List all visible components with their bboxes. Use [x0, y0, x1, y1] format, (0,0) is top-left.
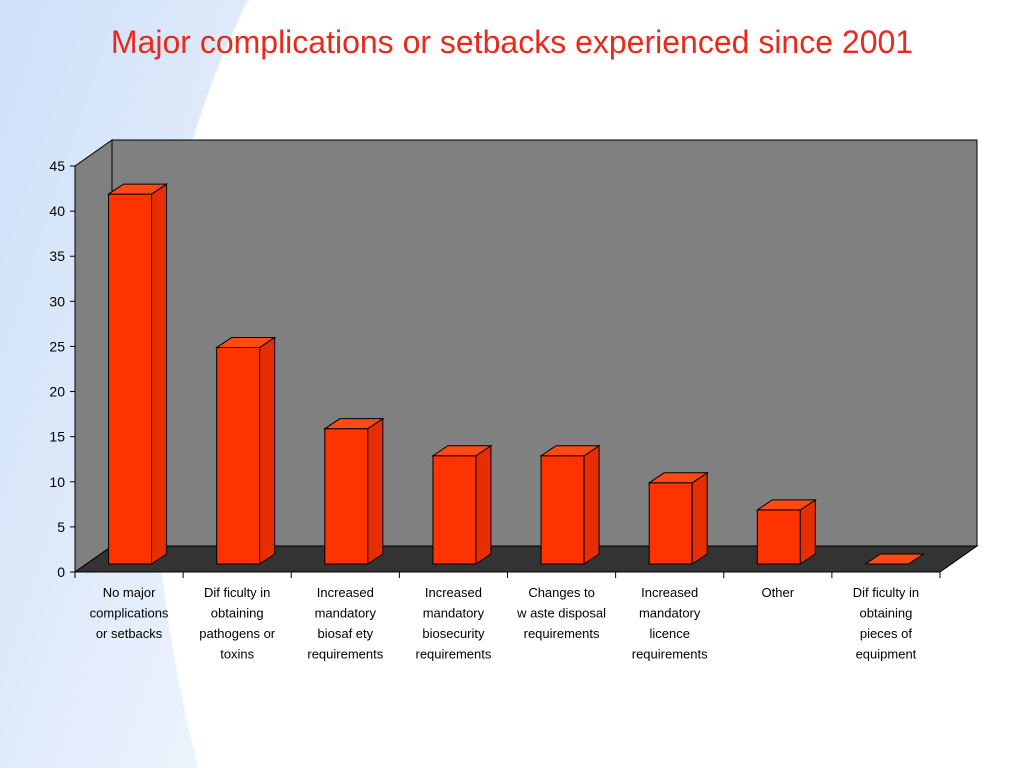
x-category-label: Increased mandatory biosaf ety requirements [307, 585, 383, 662]
bar-top [755, 499, 817, 511]
bar [647, 471, 709, 565]
bar [863, 553, 926, 565]
y-axis: 0 5 10 15 20 25 30 35 40 45 [49, 158, 76, 580]
bar-side [259, 336, 276, 565]
y-tick-label: 0 [57, 564, 65, 580]
bar-top [215, 336, 277, 348]
x-category-label: Increased mandatory licence requirements [632, 585, 708, 662]
bars [106, 183, 926, 565]
bar [431, 444, 493, 565]
bar-top [323, 418, 385, 430]
bar-top [647, 472, 709, 484]
y-tick-label: 35 [49, 248, 65, 264]
bar [215, 336, 277, 565]
bar-side [583, 444, 600, 565]
x-category-label: Dif ficulty in obtaining pathogens or toxin… [199, 585, 276, 662]
x-category-label: Other [762, 585, 795, 600]
bar-front [648, 482, 693, 565]
y-tick-label: 20 [49, 384, 65, 400]
x-category-label: Changes to w aste disposal requirements [516, 585, 606, 641]
bar-front [216, 346, 261, 565]
chart-floor [73, 545, 979, 573]
side-wall [74, 139, 113, 573]
y-tick-label: 10 [49, 474, 65, 490]
bar-side [691, 471, 708, 565]
y-tick-label: 15 [49, 429, 65, 445]
x-axis: No major complications or setbacks Dif ficu… [74, 571, 941, 662]
y-tick-label: 5 [57, 519, 65, 535]
bar-side [367, 417, 384, 565]
bar-front [108, 193, 153, 565]
bar [323, 417, 385, 565]
y-tick-label: 30 [49, 293, 65, 309]
y-tick-label: 45 [49, 158, 65, 174]
bar-side [799, 498, 816, 565]
x-category-label: Dif ficulty in obtaining pieces of equipmen… [853, 585, 919, 662]
bar [106, 183, 169, 565]
bar [755, 498, 817, 565]
bar-side [475, 444, 492, 565]
bar-front [540, 455, 585, 565]
y-tick-label: 40 [49, 203, 65, 219]
x-category-label: Increased mandatory biosecurity requirement… [416, 585, 492, 662]
chart-walls [73, 139, 979, 573]
bar-front [324, 428, 369, 565]
bar-front [432, 455, 477, 565]
x-category-label: No major complications or setbacks [90, 585, 169, 641]
bar-side [151, 183, 168, 565]
bar-top [863, 553, 926, 565]
bar-front [756, 509, 801, 565]
slide-title: Major complications or setbacks experien… [110, 24, 914, 60]
y-tick-label: 25 [49, 338, 65, 354]
bar [539, 444, 601, 565]
bar-top [539, 445, 601, 457]
bar-top [431, 445, 493, 457]
bar-top [106, 183, 169, 195]
